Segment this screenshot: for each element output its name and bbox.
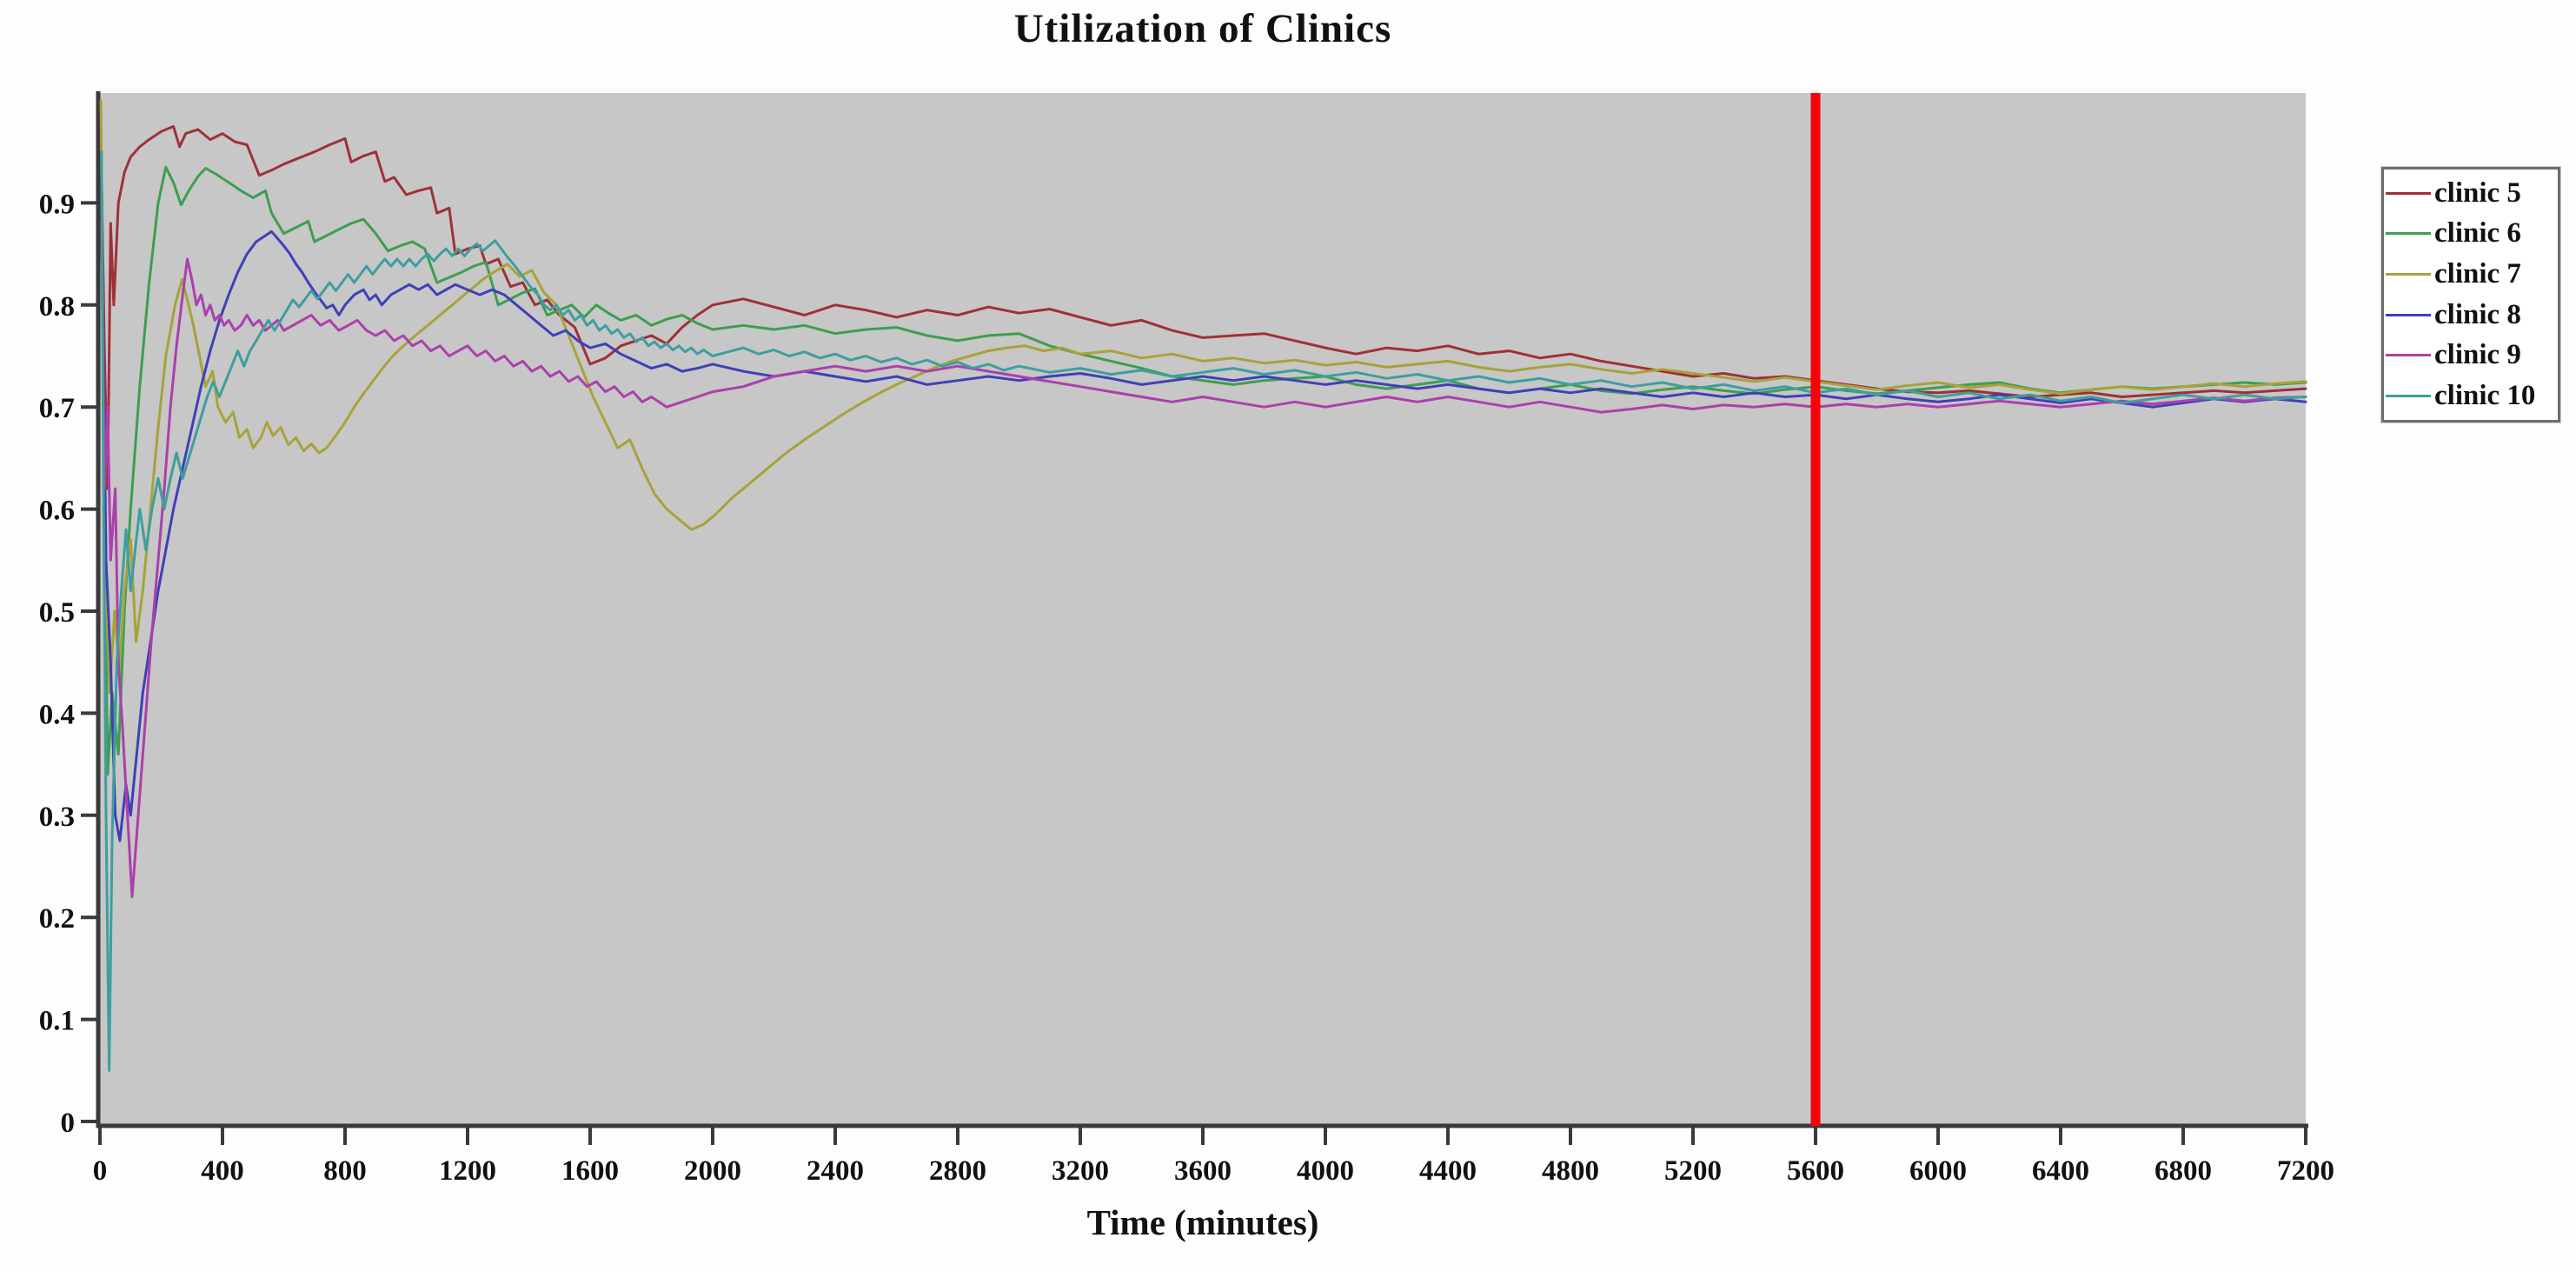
x-tick-label: 6800	[2154, 1155, 2212, 1187]
legend-item-clinic-10: clinic 10	[2384, 377, 2558, 416]
legend-label: clinic 9	[2434, 339, 2521, 371]
series-line-clinic-9	[100, 222, 2307, 899]
legend-swatch-clinic-8	[2386, 313, 2431, 316]
legend-box: clinic 5 clinic 6 clinic 7 clinic 8 clinic 9…	[2381, 167, 2560, 423]
x-tick-label: 800	[323, 1155, 367, 1187]
y-tick-label: 0.7	[39, 393, 75, 424]
y-tick-label: 0.1	[39, 1006, 75, 1037]
plot-area	[100, 93, 2306, 1124]
legend-item-clinic-7: clinic 7	[2384, 256, 2558, 294]
x-tick-label: 400	[201, 1155, 244, 1187]
x-tick-label: 4000	[1297, 1155, 1354, 1187]
legend-label: clinic 8	[2434, 298, 2521, 330]
chart-title: Utilization of Clinics	[1013, 6, 1392, 51]
legend-item-clinic-9: clinic 9	[2384, 336, 2558, 375]
y-tick-label: 0.8	[39, 291, 75, 323]
x-tick-label: 3200	[1052, 1155, 1109, 1187]
series-line-clinic-5	[100, 124, 2307, 490]
x-tick-label: 7200	[2277, 1155, 2334, 1187]
legend-label: clinic 6	[2434, 217, 2521, 250]
x-tick-label: 3600	[1174, 1155, 1232, 1187]
legend-item-clinic-8: clinic 8	[2384, 296, 2558, 334]
x-tick-label: 0	[93, 1155, 108, 1187]
x-tick-label: 1200	[439, 1155, 496, 1187]
x-tick-label: 4800	[1542, 1155, 1599, 1187]
legend-label: clinic 7	[2434, 258, 2521, 290]
y-tick-label: 0.9	[39, 189, 75, 220]
y-tick-label: 0.3	[39, 802, 75, 833]
series-line-clinic-8	[100, 201, 2307, 842]
series-line-clinic-10	[100, 150, 2307, 1072]
x-tick-label: 5200	[1664, 1155, 1722, 1187]
series-line-clinic-7	[99, 99, 2307, 695]
x-tick-label: 6000	[1909, 1155, 1967, 1187]
legend-label: clinic 5	[2434, 176, 2521, 209]
x-tick-label: 6400	[2032, 1155, 2089, 1187]
legend-swatch-clinic-9	[2386, 354, 2431, 357]
legend-item-clinic-5: clinic 5	[2384, 174, 2558, 212]
legend-swatch-clinic-6	[2386, 232, 2431, 236]
legend-label: clinic 10	[2434, 380, 2536, 412]
y-tick-label: 0.4	[39, 699, 75, 730]
x-tick-label: 4400	[1419, 1155, 1477, 1187]
y-tick-label: 0.2	[39, 903, 75, 935]
y-tick-label: 0.5	[39, 597, 75, 629]
legend-swatch-clinic-10	[2386, 395, 2431, 398]
legend-swatch-clinic-5	[2386, 191, 2431, 195]
x-axis-title: Time (minutes)	[1086, 1202, 1319, 1242]
x-tick-label: 2800	[929, 1155, 986, 1187]
y-tick-label: 0.6	[39, 496, 75, 527]
x-tick-label: 5600	[1787, 1155, 1844, 1187]
x-tick-label: 2400	[807, 1155, 864, 1187]
legend-item-clinic-6: clinic 6	[2384, 215, 2558, 253]
legend-swatch-clinic-7	[2386, 273, 2431, 276]
x-tick-label: 1600	[561, 1155, 619, 1187]
y-tick-label: 0	[61, 1108, 76, 1139]
x-tick-label: 2000	[684, 1155, 741, 1187]
